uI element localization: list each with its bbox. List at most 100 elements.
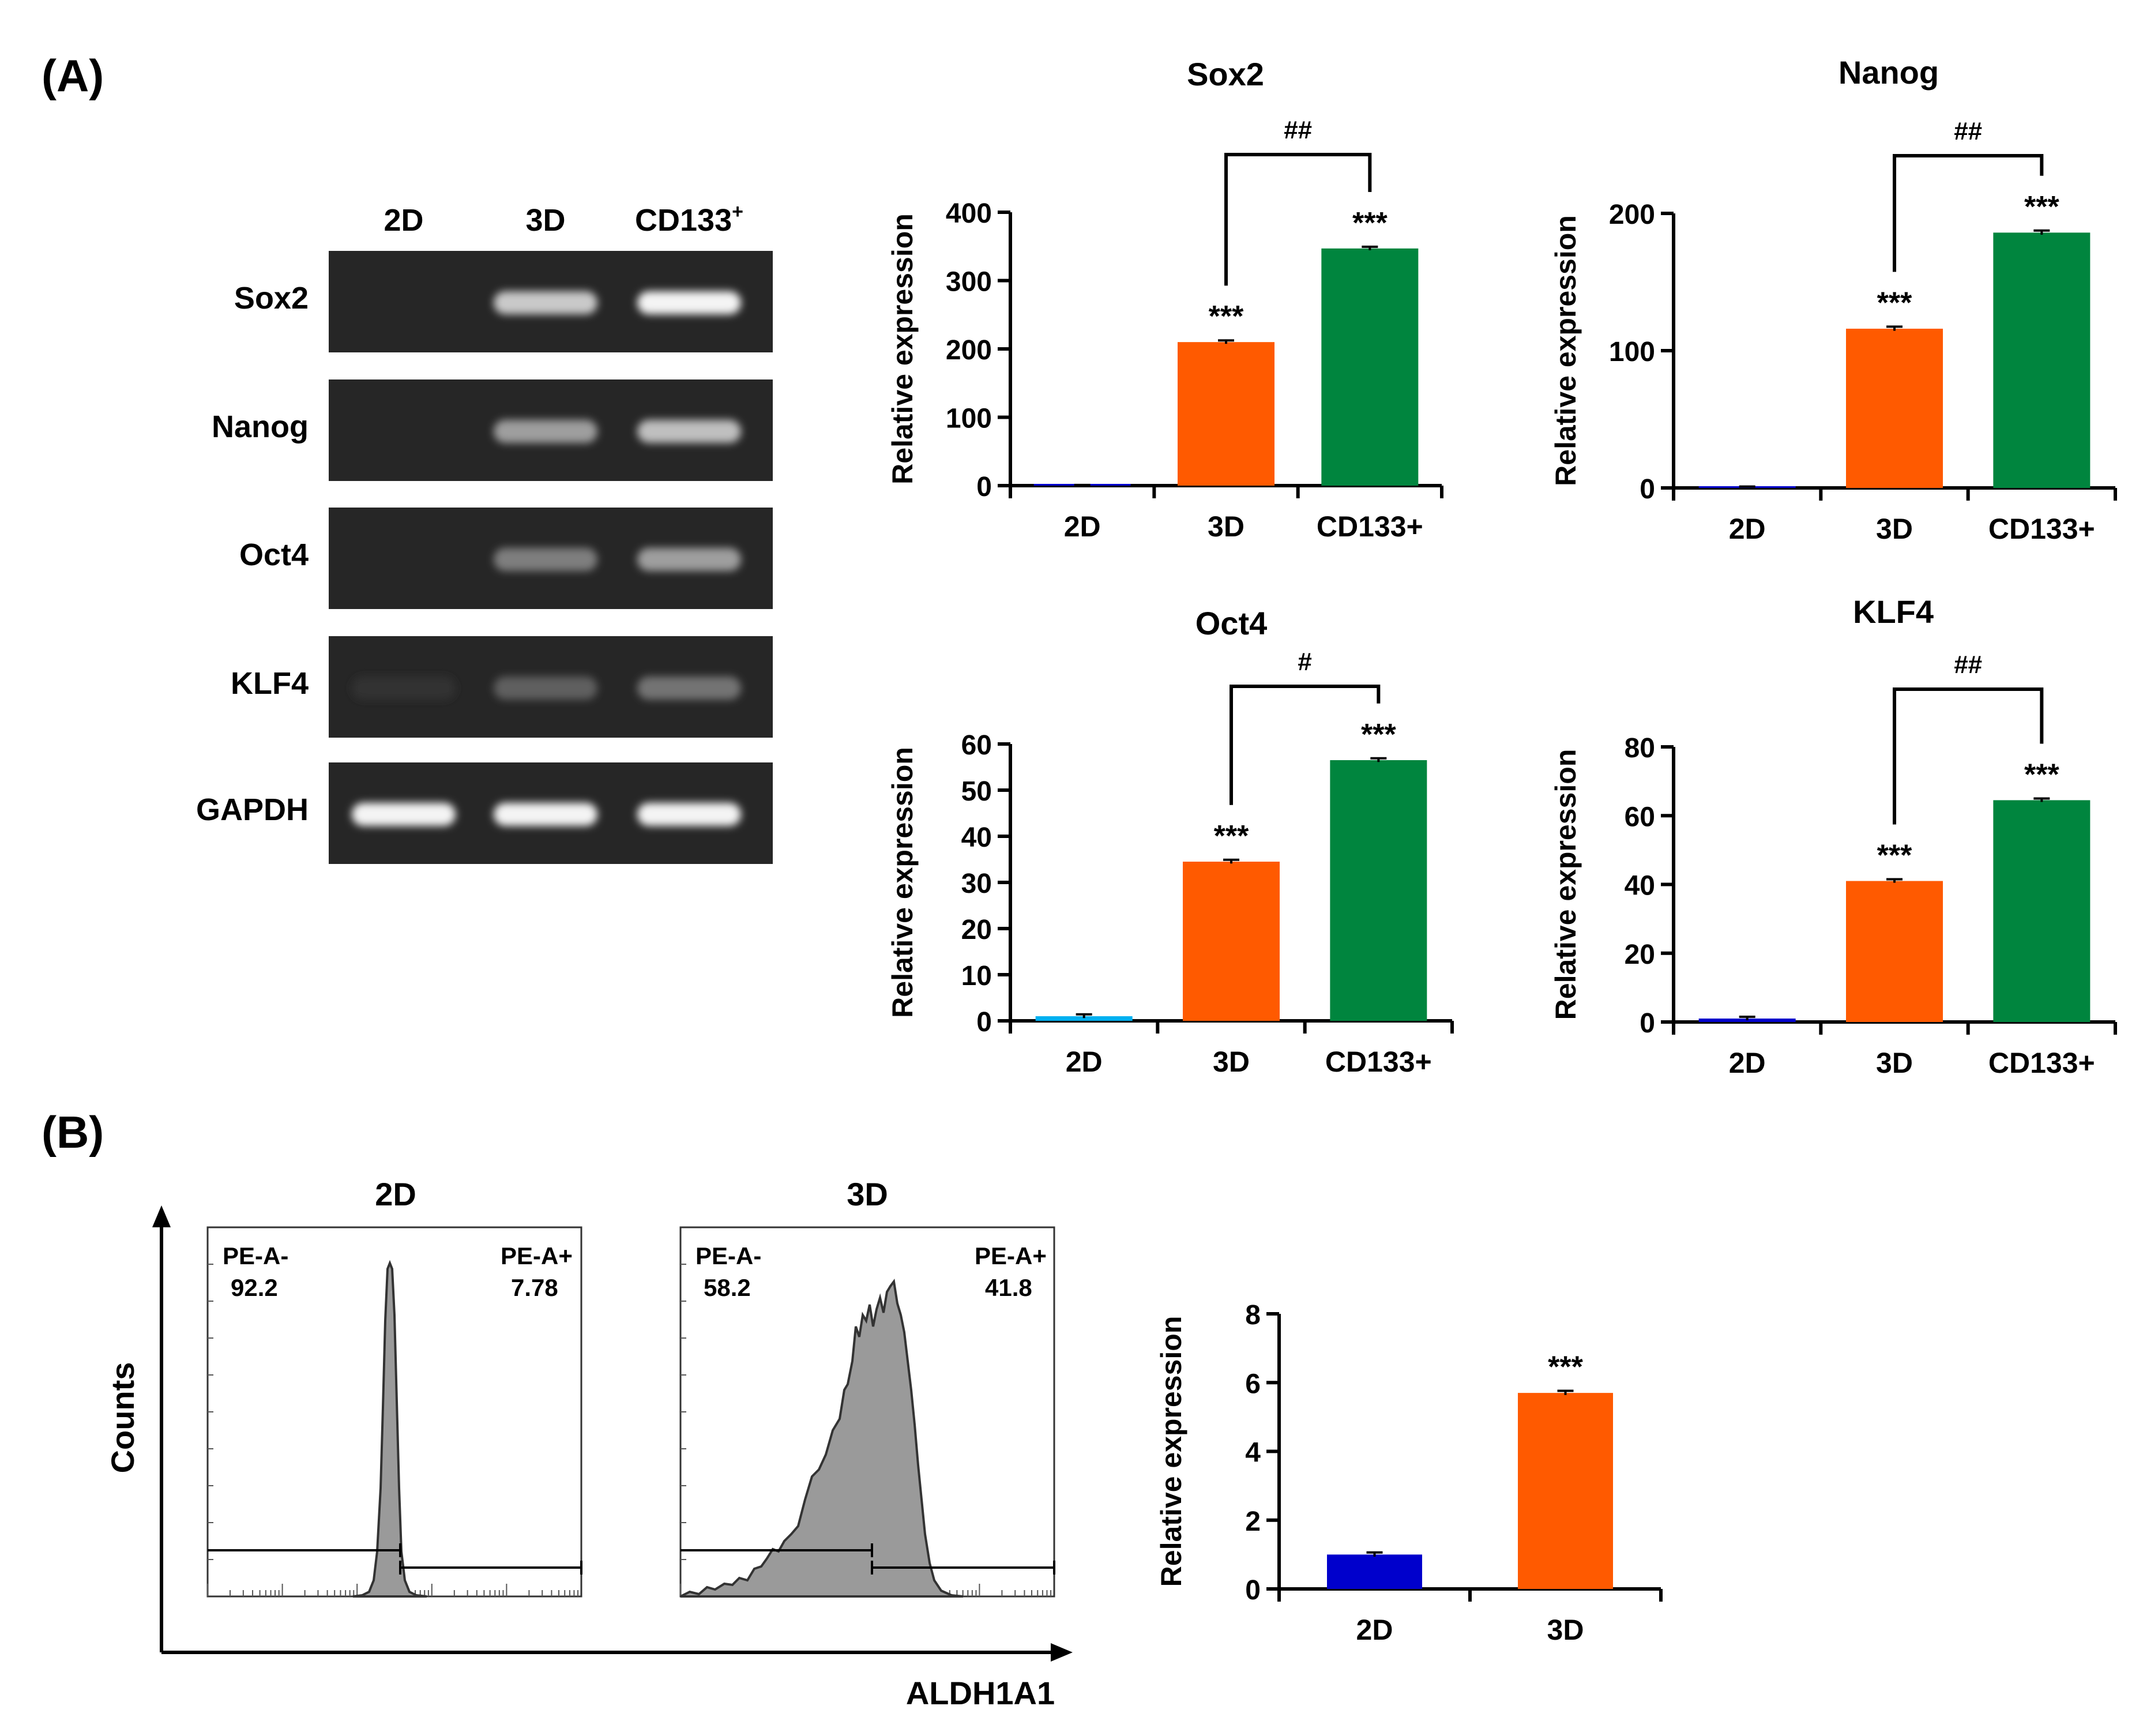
y-tick-label: 60 xyxy=(1625,802,1655,832)
y-tick-label: 0 xyxy=(1640,1008,1655,1039)
gel-band xyxy=(494,420,597,443)
panel-a-label: (A) xyxy=(42,50,104,101)
gate-neg-label: PE-A- xyxy=(695,1242,761,1269)
y-tick-label: 0 xyxy=(1640,474,1655,505)
gel-band xyxy=(637,803,741,826)
chart-klf4: KLF4 0 20 40 60 80 Relative expression 2D 3D CD13… xyxy=(1550,593,2117,1079)
gel-row-label: Nanog xyxy=(212,409,309,444)
y-tick-label: 0 xyxy=(1245,1575,1261,1606)
y-axis-label: Relative expression xyxy=(1550,215,1582,486)
gel-band xyxy=(494,677,597,700)
gel-band xyxy=(637,548,741,571)
y-tick-label: 4 xyxy=(1245,1438,1261,1468)
bar-CD133+ xyxy=(1993,800,2091,1022)
x-tick-label: 3D xyxy=(1208,510,1245,543)
y-tick-label: 100 xyxy=(1609,337,1655,367)
x-tick-label: 3D xyxy=(1213,1046,1250,1078)
significance-label: *** xyxy=(2024,190,2059,224)
y-tick-label: 6 xyxy=(1245,1369,1261,1399)
significance-label: *** xyxy=(2024,758,2059,791)
y-tick-label: 80 xyxy=(1625,733,1655,764)
y-tick-label: 2 xyxy=(1245,1506,1261,1537)
gel-row-gapdh: GAPDH xyxy=(196,762,773,864)
panel-b-label: (B) xyxy=(42,1107,104,1158)
bracket-label: ## xyxy=(1954,651,1982,679)
x-tick-label: CD133+ xyxy=(1988,1047,2095,1079)
x-tick-label: 2D xyxy=(1066,1046,1103,1078)
gel-row-oct4: Oct4 xyxy=(239,508,773,609)
chart-aldh: 0 2 4 6 8 Relative expression 2D 3D *** xyxy=(1155,1300,1663,1646)
chart-title: KLF4 xyxy=(1853,593,1934,630)
gate-pos-label: PE-A+ xyxy=(975,1242,1047,1269)
gate-pos-value: 7.78 xyxy=(511,1274,558,1301)
gate-pos-value: 41.8 xyxy=(985,1274,1032,1301)
y-tick-label: 10 xyxy=(961,961,992,991)
y-tick-label: 200 xyxy=(946,335,992,366)
y-tick-label: 50 xyxy=(961,776,992,807)
flow-y-arrow xyxy=(152,1205,171,1227)
x-tick-label: 3D xyxy=(1547,1614,1584,1646)
chart-nanog: Nanog 0 100 200 Relative expression 2D 3D CD133… xyxy=(1550,54,2117,545)
significance-label: *** xyxy=(1877,286,1912,320)
x-tick-label: 3D xyxy=(1876,513,1913,545)
gel-band xyxy=(494,803,597,826)
gel-column-3d: 3D xyxy=(525,203,565,238)
gel-row-sox2: Sox2 xyxy=(234,251,773,352)
gel-band xyxy=(637,291,741,314)
x-tick-label: CD133+ xyxy=(1988,513,2095,545)
bar-3D xyxy=(1183,862,1280,1021)
flow-x-label: ALDH1A1 xyxy=(906,1675,1055,1711)
x-tick-label: 3D xyxy=(1876,1047,1913,1079)
y-tick-label: 8 xyxy=(1245,1300,1261,1331)
bar-CD133+ xyxy=(1993,232,2091,488)
comparison-bracket xyxy=(1893,687,2044,825)
comparison-bracket xyxy=(1224,153,1372,286)
significance-label: *** xyxy=(1352,206,1388,240)
y-tick-label: 60 xyxy=(961,730,992,761)
bar-CD133+ xyxy=(1330,760,1427,1021)
y-tick-label: 200 xyxy=(1609,200,1655,230)
gel-band xyxy=(352,803,456,826)
significance-label: *** xyxy=(1361,718,1396,751)
flow-plot-title: 3D xyxy=(847,1176,888,1212)
x-tick-label: 2D xyxy=(1729,513,1766,545)
gel-row-klf4: KLF4 xyxy=(231,636,773,738)
histogram xyxy=(352,1260,427,1598)
histogram xyxy=(680,1279,964,1598)
gel-row-label: Oct4 xyxy=(239,538,309,572)
flow-y-label: Counts xyxy=(104,1362,141,1474)
y-axis-label: Relative expression xyxy=(886,213,919,484)
gel-column-2d: 2D xyxy=(384,203,423,238)
gel-band xyxy=(637,677,741,700)
bar-CD133+ xyxy=(1321,248,1419,486)
gel-row-label: GAPDH xyxy=(196,792,309,827)
y-axis-label: Relative expression xyxy=(1155,1316,1187,1587)
comparison-bracket xyxy=(1230,685,1381,805)
gel-panel: 2D 3D CD133+ Sox2 Nanog Oct4 KLF4 GAPDH xyxy=(196,201,773,864)
y-tick-label: 20 xyxy=(1625,940,1655,970)
y-tick-label: 400 xyxy=(946,198,992,229)
y-tick-label: 40 xyxy=(961,822,992,853)
x-tick-label: 2D xyxy=(1064,510,1101,543)
x-tick-label: CD133+ xyxy=(1325,1046,1432,1078)
flow-x-arrow xyxy=(1051,1643,1073,1662)
bracket-label: # xyxy=(1298,648,1311,676)
chart-title: Nanog xyxy=(1839,54,1939,91)
x-tick-label: 2D xyxy=(1729,1047,1766,1079)
y-tick-label: 20 xyxy=(961,915,992,945)
gate-pos-label: PE-A+ xyxy=(501,1242,573,1269)
gel-column-cd133: CD133+ xyxy=(635,201,743,238)
gel-band xyxy=(352,677,456,700)
y-tick-label: 100 xyxy=(946,404,992,434)
y-tick-label: 30 xyxy=(961,869,992,899)
y-tick-label: 0 xyxy=(976,1007,992,1038)
significance-label: *** xyxy=(1548,1351,1583,1384)
bar-3D xyxy=(1846,328,1943,488)
gel-band xyxy=(637,420,741,443)
gel-row-nanog: Nanog xyxy=(212,379,773,481)
gate-neg-label: PE-A- xyxy=(223,1242,288,1269)
bar-2D xyxy=(1327,1554,1422,1589)
flow-plot-2d: 2D PE-A- 92.2 PE-A+ 7.78 xyxy=(206,1176,582,1598)
gate-neg-value: 92.2 xyxy=(231,1274,278,1301)
